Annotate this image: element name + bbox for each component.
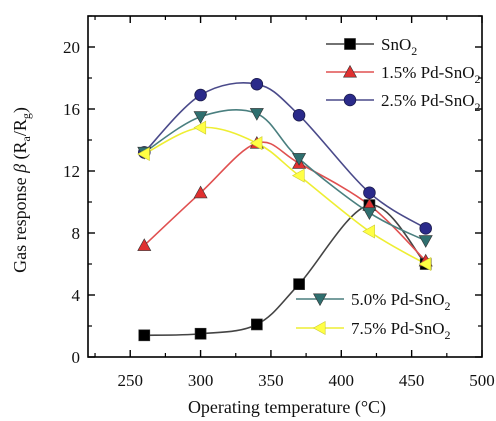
legend-label-subscript: 2 bbox=[475, 100, 481, 114]
legend-item-1-5-pd-sno2: 1.5% Pd-SnO2 bbox=[326, 63, 481, 86]
legend-item-7-5-pd-sno2: 7.5% Pd-SnO2 bbox=[296, 319, 451, 342]
data-point-5-0-pd-sno2 bbox=[418, 235, 433, 248]
y-tick-label: 0 bbox=[72, 348, 81, 367]
data-point-sno2 bbox=[138, 329, 151, 342]
legend-label: 5.0% Pd-SnO2 bbox=[351, 290, 451, 313]
data-point-2-5-pd-sno2 bbox=[194, 88, 207, 102]
legend-label-base: 5.0% Pd-SnO bbox=[351, 290, 445, 309]
legend-label: 2.5% Pd-SnO2 bbox=[381, 91, 481, 114]
data-point-7-5-pd-sno2 bbox=[362, 224, 375, 239]
data-point-1-5-pd-sno2 bbox=[193, 185, 208, 199]
series-line-7-5-pd-sno2 bbox=[143, 126, 427, 265]
x-tick-label: 250 bbox=[117, 371, 143, 390]
data-point-7-5-pd-sno2 bbox=[249, 136, 263, 151]
data-point-7-5-pd-sno2 bbox=[291, 168, 305, 183]
legend-label-subscript: 2 bbox=[475, 72, 481, 86]
x-tick-label: 350 bbox=[258, 371, 284, 390]
legend-label-subscript: 2 bbox=[445, 299, 451, 313]
plot-frame bbox=[87, 15, 483, 358]
data-point-1-5-pd-sno2 bbox=[137, 238, 152, 251]
x-tick-label: 500 bbox=[469, 371, 495, 390]
y-axis-title-open: (R bbox=[10, 141, 31, 164]
legend-label: 1.5% Pd-SnO2 bbox=[381, 63, 481, 86]
y-axis-title-slash: /R bbox=[10, 119, 30, 136]
legend-label-subscript: 2 bbox=[445, 328, 451, 342]
data-point-5-0-pd-sno2 bbox=[292, 153, 307, 166]
y-axis-title-sub-a: a bbox=[19, 135, 33, 141]
x-axis-title: Operating temperature (°C) bbox=[188, 397, 386, 418]
legend-label-base: 1.5% Pd-SnO bbox=[381, 63, 475, 82]
data-point-5-0-pd-sno2 bbox=[362, 207, 377, 220]
x-tick-label: 300 bbox=[188, 371, 214, 390]
legend-label-subscript: 2 bbox=[411, 44, 417, 58]
series-line-1-5-pd-sno2 bbox=[143, 141, 427, 262]
series-line-2-5-pd-sno2 bbox=[143, 82, 427, 230]
legend-label-base: 2.5% Pd-SnO bbox=[381, 91, 475, 110]
y-tick-label: 8 bbox=[72, 224, 81, 243]
legend-label-base: 7.5% Pd-SnO bbox=[351, 319, 445, 338]
data-point-2-5-pd-sno2 bbox=[419, 222, 432, 235]
legend-marker bbox=[342, 64, 358, 78]
y-tick-label: 16 bbox=[63, 100, 80, 119]
y-tick-label: 4 bbox=[72, 286, 81, 305]
y-axis-title-symbol: β bbox=[10, 164, 30, 174]
axes: 250 300 350 400 450 500 0 4 8 12 16 20 bbox=[63, 15, 495, 390]
y-axis-title-prefix: Gas response bbox=[10, 173, 30, 273]
x-tick-label: 450 bbox=[399, 371, 425, 390]
legend-item-2-5-pd-sno2: 2.5% Pd-SnO2 bbox=[326, 91, 481, 114]
data-point-sno2 bbox=[251, 318, 263, 331]
legend-item-sno2: SnO2 bbox=[326, 35, 417, 58]
data-point-7-5-pd-sno2 bbox=[193, 120, 207, 135]
data-point-7-5-pd-sno2 bbox=[137, 146, 150, 161]
x-tick-label: 400 bbox=[329, 371, 355, 390]
legend-marker bbox=[344, 38, 356, 50]
legend-label: SnO2 bbox=[381, 35, 417, 58]
y-axis-title: Gas response β (Ra/Rg) bbox=[10, 107, 33, 273]
legend-item-5-0-pd-sno2: 5.0% Pd-SnO2 bbox=[296, 290, 451, 313]
plot-area bbox=[137, 77, 433, 342]
legend-label: 7.5% Pd-SnO2 bbox=[351, 319, 451, 342]
y-tick-label: 12 bbox=[63, 162, 80, 181]
series-line-sno2 bbox=[144, 204, 427, 337]
legend-label-base: SnO bbox=[381, 35, 411, 54]
series-line-5-0-pd-sno2 bbox=[143, 109, 427, 242]
data-point-5-0-pd-sno2 bbox=[249, 108, 264, 121]
data-point-2-5-pd-sno2 bbox=[363, 186, 376, 199]
legend-marker bbox=[343, 93, 357, 107]
data-point-sno2 bbox=[194, 327, 207, 340]
data-point-7-5-pd-sno2 bbox=[418, 256, 432, 272]
y-tick-label: 20 bbox=[63, 38, 80, 57]
y-axis-title-sub-g: g bbox=[19, 113, 33, 119]
data-point-sno2 bbox=[293, 278, 305, 290]
legend-marker bbox=[312, 320, 326, 336]
data-point-2-5-pd-sno2 bbox=[292, 108, 306, 122]
y-axis-title-close: ) bbox=[10, 107, 31, 113]
data-point-2-5-pd-sno2 bbox=[250, 77, 264, 91]
legend-marker bbox=[312, 293, 328, 307]
data-point-5-0-pd-sno2 bbox=[193, 111, 208, 124]
